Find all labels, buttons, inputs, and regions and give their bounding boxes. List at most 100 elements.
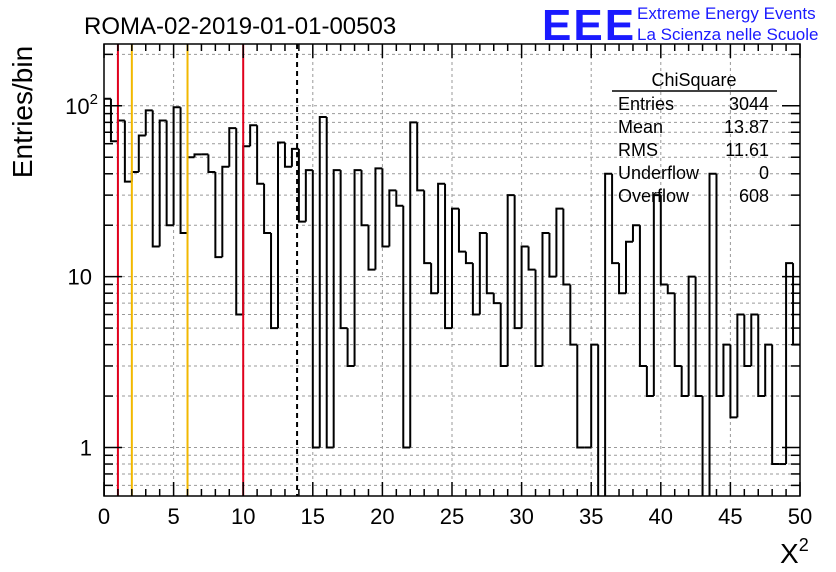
x-tick-labels: 0 5 10 15 20 25 30 35 40 45 50 xyxy=(98,504,812,529)
histogram-bin xyxy=(625,240,633,294)
reference-lines xyxy=(116,44,299,496)
histogram-bin xyxy=(256,125,265,185)
histogram-bin xyxy=(221,165,230,258)
histogram-bin xyxy=(631,224,640,242)
histogram-bin xyxy=(708,172,717,496)
stats-label-underflow: Underflow xyxy=(618,163,700,183)
x-tick-label: 40 xyxy=(649,504,673,529)
histogram-bin xyxy=(228,127,237,167)
histogram-bin xyxy=(409,121,418,448)
histogram-bin xyxy=(402,205,411,449)
stats-value-overflow: 608 xyxy=(739,186,769,206)
histogram-bin xyxy=(104,97,111,496)
histogram-bin xyxy=(590,343,599,448)
histogram-bin xyxy=(179,107,188,235)
x-tick-label: 15 xyxy=(301,504,325,529)
y-axis-title: Entries/bin xyxy=(7,46,38,178)
histogram-bin xyxy=(464,251,473,265)
histogram-bin xyxy=(332,169,341,448)
histogram-bin xyxy=(652,194,661,397)
histogram-series xyxy=(104,97,800,496)
stats-box: ChiSquare Entries 3044 Mean 13.87 RMS 11.61 Un… xyxy=(612,70,777,206)
histogram-bin xyxy=(451,207,459,329)
histogram-bin xyxy=(172,106,181,226)
histogram-bin xyxy=(520,245,529,329)
x-tick-label: 0 xyxy=(98,504,110,529)
histogram-bin xyxy=(116,119,125,142)
histogram-bin xyxy=(645,365,654,398)
histogram-bin xyxy=(214,171,223,259)
eee-logo-mark: EEE xyxy=(542,1,636,50)
histogram-bin xyxy=(757,314,766,398)
x-tick-label: 45 xyxy=(718,504,742,529)
histogram-bin xyxy=(604,172,613,496)
histogram-bin xyxy=(235,128,244,316)
x-tick-label: 35 xyxy=(579,504,603,529)
histogram-bin xyxy=(297,148,306,223)
histogram-bin xyxy=(242,145,251,315)
histogram-bin xyxy=(506,194,515,366)
histogram-bin xyxy=(785,262,794,465)
histogram-bin xyxy=(792,263,800,346)
histogram-bin xyxy=(318,115,327,448)
histogram-bin xyxy=(325,116,334,449)
histogram-bin xyxy=(750,313,759,366)
histogram-bin xyxy=(638,225,647,367)
histogram-bin xyxy=(611,173,620,265)
histogram-bin xyxy=(395,190,404,207)
histogram-bin xyxy=(283,142,292,168)
histogram-bin xyxy=(367,225,376,271)
y-tick-label: 10 xyxy=(68,265,92,290)
histogram-bin xyxy=(701,396,704,496)
histogram-bin xyxy=(353,169,362,366)
y-tick-label: 102 xyxy=(65,91,98,119)
histogram-bin xyxy=(513,195,522,330)
histogram-bin xyxy=(158,119,167,247)
histogram-bin xyxy=(673,293,682,367)
histogram-bin xyxy=(715,173,724,398)
histogram-bin xyxy=(290,147,299,167)
histogram-bin xyxy=(437,182,446,294)
histogram-bin xyxy=(541,232,550,366)
x-axis-title: X2 xyxy=(780,535,809,569)
histogram-bin xyxy=(597,344,600,496)
stats-value-entries: 3044 xyxy=(729,94,769,114)
histogram-bin xyxy=(444,183,452,330)
histogram-bin xyxy=(478,232,487,315)
histogram-bin xyxy=(339,170,348,330)
histogram-bin xyxy=(771,344,780,466)
histogram-bin xyxy=(137,134,146,172)
histogram-bin xyxy=(562,208,571,286)
histogram-bin xyxy=(534,269,543,367)
histogram-bin xyxy=(764,343,773,397)
histogram-bin xyxy=(263,183,272,235)
histogram-bin xyxy=(659,195,668,286)
histogram-bin xyxy=(277,141,285,329)
x-tick-label: 25 xyxy=(440,504,464,529)
stats-box-name: ChiSquare xyxy=(651,70,736,90)
histogram-bin xyxy=(374,167,383,270)
histogram-bin xyxy=(381,168,390,248)
histogram-bin xyxy=(360,170,369,227)
histogram-bin xyxy=(666,284,675,295)
histogram-bin xyxy=(680,365,689,398)
histogram-bin xyxy=(193,153,202,158)
histogram-bin xyxy=(270,233,278,330)
histogram-bin xyxy=(388,189,397,247)
histogram-bin xyxy=(311,170,320,449)
x-tick-label: 20 xyxy=(370,504,394,529)
histogram-bin xyxy=(346,328,355,367)
histogram-bin xyxy=(471,263,480,316)
histogram-bin xyxy=(457,208,466,253)
x-tick-label: 5 xyxy=(167,504,179,529)
histogram-bin xyxy=(165,120,174,227)
histogram-bin xyxy=(423,190,432,265)
grid-lines xyxy=(104,44,800,496)
histogram-bin xyxy=(694,276,703,398)
histogram-bin xyxy=(430,263,439,295)
histogram-bin xyxy=(548,233,557,278)
histogram-bin xyxy=(249,124,258,147)
histogram-bin xyxy=(736,313,745,418)
histogram-bin xyxy=(743,314,752,367)
stats-label-mean: Mean xyxy=(618,117,663,137)
